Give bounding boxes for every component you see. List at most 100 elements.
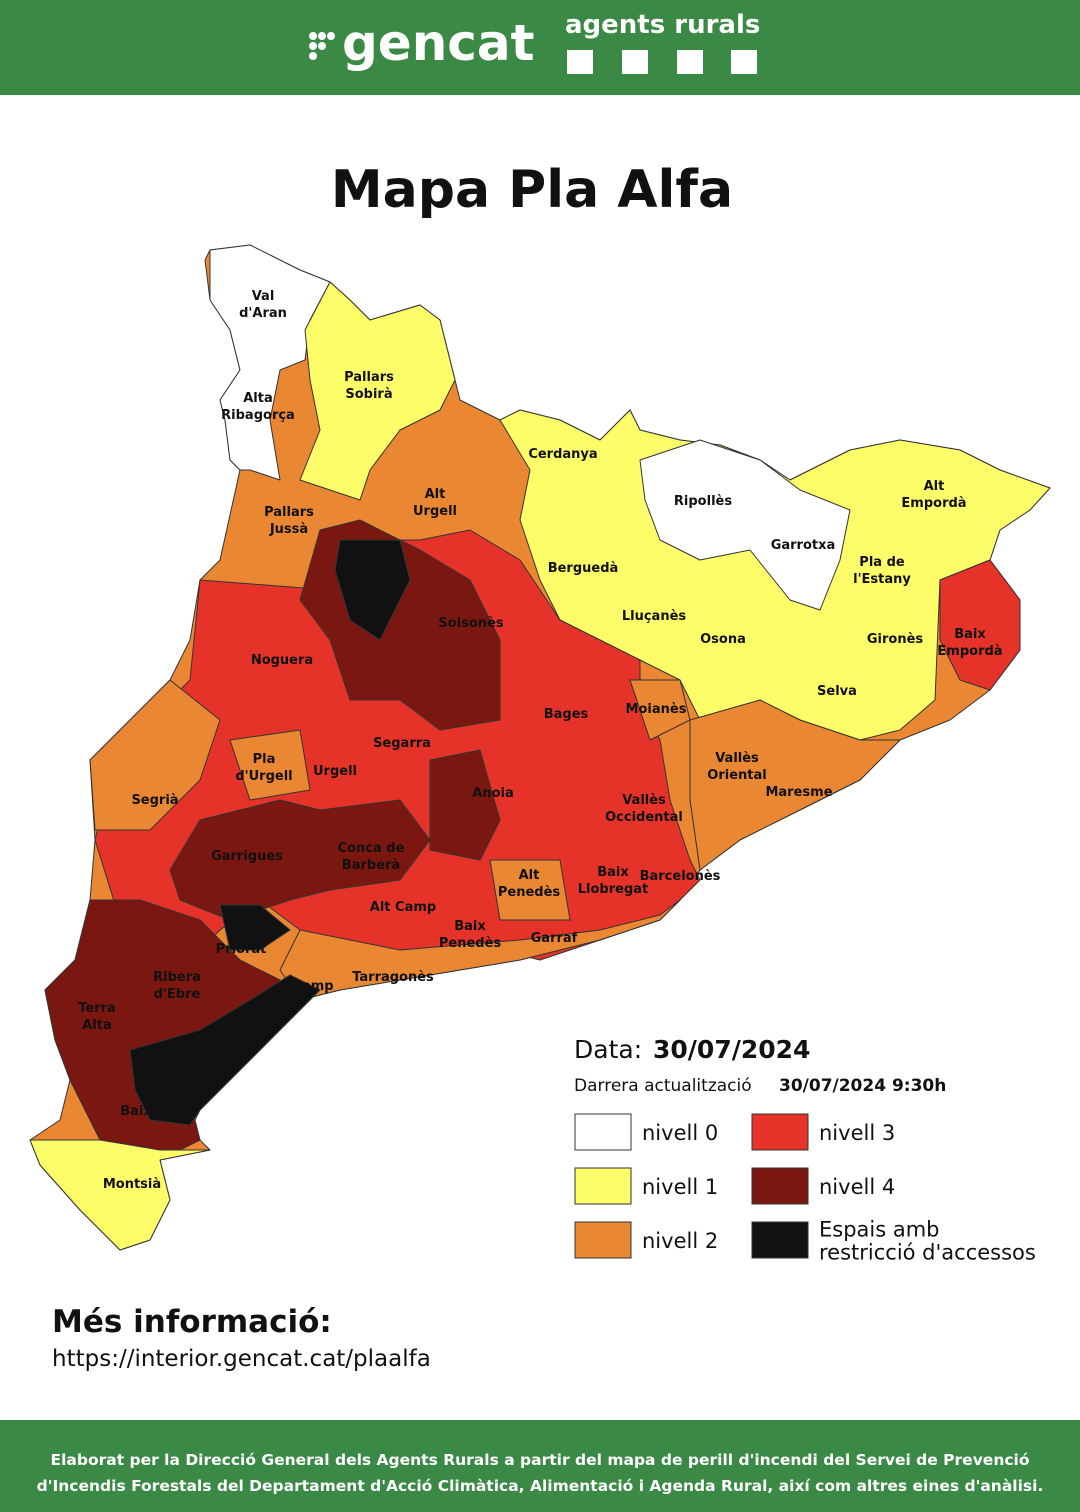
region-label-line: Baix [954, 627, 986, 642]
region-label-line: Occidental [605, 810, 683, 825]
header-bar [0, 0, 1080, 95]
region-label-line: Camp [292, 979, 333, 994]
region-label-line: Conca de [338, 841, 405, 856]
region-label: Alt Urgell [413, 487, 457, 519]
region-label-line: Berguedà [548, 561, 619, 576]
region-label-line: Alt [519, 868, 540, 883]
footer-bar [0, 1420, 1080, 1512]
region-label: Moianès [626, 702, 687, 717]
region-label-line: Jussà [269, 522, 308, 537]
map-area [939, 559, 1021, 691]
region-label: Selva [817, 684, 857, 699]
region-label-line: Baix [454, 919, 486, 934]
legend-label: nivell 3 [819, 1121, 895, 1145]
region-label-line: Cerdanya [528, 447, 597, 462]
brand-squares [567, 50, 757, 74]
region-label: Pallars Sobirà [344, 370, 394, 402]
region-label-line: Alt [924, 479, 945, 494]
update-label: Darrera actualització [574, 1076, 752, 1096]
region-label: Conca de Barberà [338, 841, 405, 873]
map [29, 244, 1051, 1251]
legend-label: nivell 2 [642, 1229, 718, 1253]
footer-line: d'Incendis Forestals del Departament d'A… [37, 1477, 1044, 1495]
region-label-line: d'Ebre [154, 987, 201, 1002]
region-label: Barcelonès [640, 869, 721, 884]
date-label: Data: [574, 1035, 642, 1064]
map-area [209, 244, 331, 481]
region-label: Baix Empordà [937, 627, 1002, 659]
map-area [299, 281, 456, 501]
region-label-line: Terra [78, 1001, 116, 1016]
region-label: Alt Penedès [498, 868, 561, 900]
region-label: Noguera [251, 653, 313, 668]
map-area [429, 749, 501, 861]
region-label-line: d'Urgell [235, 769, 292, 784]
region-label: Segrià [131, 793, 178, 808]
region-label: Vallès Occidental [605, 793, 683, 825]
region-label-line: Pla [253, 752, 276, 767]
region-label-line: Solsonès [438, 616, 503, 631]
region-label: Montsià [103, 1177, 161, 1192]
region-label: Alta Ribagorça [221, 391, 295, 423]
legend-label: restricció d'accessos [819, 1241, 1036, 1265]
region-label-line: Pla de [859, 555, 905, 570]
region-label: Alt Empordà [901, 479, 966, 511]
region-label-line: Garraf [531, 931, 578, 946]
legend-label: nivell 4 [819, 1175, 895, 1199]
region-label-line: Alta [82, 1018, 112, 1033]
legend-swatch [751, 1167, 809, 1205]
region-label-line: Selva [817, 684, 857, 699]
more-info-url: https://interior.gencat.cat/plaalfa [52, 1346, 431, 1372]
region-label-line: Segarra [373, 736, 431, 751]
region-label-line: Penedès [498, 885, 561, 900]
map-area [334, 539, 411, 641]
region-label: Tarragonès [352, 970, 434, 985]
region-label: Osona [700, 632, 746, 647]
region-label-line: Empordà [901, 496, 966, 511]
region-label: Garraf [531, 931, 578, 946]
region-label: Garrigues [211, 849, 283, 864]
region-label-line: Noguera [251, 653, 313, 668]
region-label-line: Vallès [622, 793, 666, 808]
logo: gencat [342, 14, 535, 72]
region-label-line: Garrotxa [771, 538, 836, 553]
region-label-line: Alta [243, 391, 273, 406]
region-label-line: Ribera [153, 970, 201, 985]
region-label-line: Empordà [937, 644, 1002, 659]
region-label-line: Priorat [216, 942, 267, 957]
region-label-line: Baix Ebre [120, 1104, 190, 1119]
region-label-line: Urgell [313, 764, 357, 779]
region-label: Baix Llobregat [578, 865, 649, 897]
region-label-line: d'Aran [239, 306, 287, 321]
legend-swatch [751, 1113, 809, 1151]
region-label-line: Sobirà [345, 387, 392, 402]
region-label-line: Ribagorça [221, 408, 295, 423]
region-label: Pallars Jussà [264, 505, 314, 537]
legend-label: nivell 0 [642, 1121, 718, 1145]
region-label: Camp [292, 979, 333, 994]
region-label: Solsonès [438, 616, 503, 631]
region-label-line: Garrigues [211, 849, 283, 864]
region-label: Urgell [313, 764, 357, 779]
region-label: Vallès Oriental [707, 751, 766, 783]
region-label: Ribera d'Ebre [153, 970, 201, 1002]
region-label-line: Baix [597, 865, 629, 880]
region-label-line: Alt [425, 487, 446, 502]
region-label-line: l'Estany [853, 572, 911, 587]
region-label: Berguedà [548, 561, 619, 576]
region-label-line: Barcelonès [640, 869, 721, 884]
region-label: Val d'Aran [239, 289, 287, 321]
region-label-line: Pallars [344, 370, 394, 385]
region-label-line: Maresme [765, 785, 832, 800]
title: Mapa Pla Alfa [331, 160, 733, 220]
legend-swatch [751, 1221, 809, 1259]
region-label: Alt Camp [370, 900, 436, 915]
map-area [629, 679, 691, 741]
region-label-line: Barberà [342, 858, 400, 873]
map-area [29, 1139, 211, 1251]
region-label: Lluçanès [622, 609, 687, 624]
region-label: Ripollès [674, 494, 732, 509]
region-label: Garrotxa [771, 538, 836, 553]
map-area [489, 859, 571, 921]
legend-swatch [574, 1167, 632, 1205]
